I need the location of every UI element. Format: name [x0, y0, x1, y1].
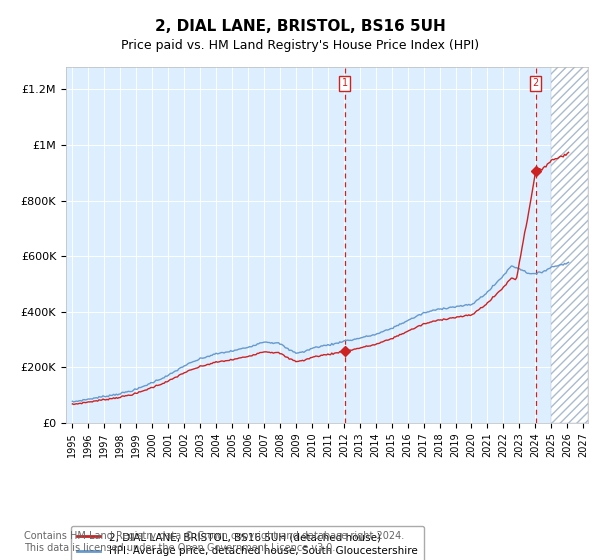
Text: 2, DIAL LANE, BRISTOL, BS16 5UH: 2, DIAL LANE, BRISTOL, BS16 5UH	[155, 20, 445, 34]
Text: Contains HM Land Registry data © Crown copyright and database right 2024.
This d: Contains HM Land Registry data © Crown c…	[24, 531, 404, 553]
Legend: 2, DIAL LANE, BRISTOL, BS16 5UH (detached house), HPI: Average price, detached h: 2, DIAL LANE, BRISTOL, BS16 5UH (detache…	[71, 526, 424, 560]
Text: 2: 2	[533, 78, 539, 88]
Text: 1: 1	[341, 78, 347, 88]
Text: Price paid vs. HM Land Registry's House Price Index (HPI): Price paid vs. HM Land Registry's House …	[121, 39, 479, 53]
Bar	[551, 67, 588, 423]
Bar	[551, 67, 588, 423]
